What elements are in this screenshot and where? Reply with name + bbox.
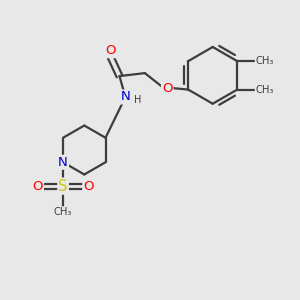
Text: N: N [58, 156, 68, 169]
Text: H: H [134, 95, 142, 105]
Text: CH₃: CH₃ [256, 56, 274, 66]
Text: S: S [58, 178, 68, 194]
Text: CH₃: CH₃ [256, 85, 274, 94]
Text: CH₃: CH₃ [54, 207, 72, 217]
Text: O: O [105, 44, 116, 57]
Text: N: N [121, 91, 130, 103]
Text: O: O [83, 180, 94, 193]
Text: O: O [162, 82, 172, 94]
Text: O: O [32, 180, 43, 193]
